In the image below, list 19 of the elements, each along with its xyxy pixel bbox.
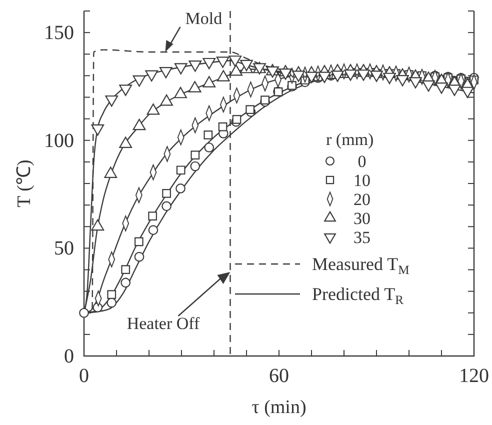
legend-label: 0 <box>358 152 366 171</box>
y-tick-label: 50 <box>54 238 74 260</box>
y-tick-label: 0 <box>64 345 74 368</box>
y-tick-label: 100 <box>44 130 74 152</box>
y-tick-label: 150 <box>44 22 74 44</box>
annotation: Mold <box>185 8 223 28</box>
x-tick-label: 60 <box>269 365 289 388</box>
legend-label: 10 <box>354 171 370 190</box>
x-tick-label: 120 <box>459 365 489 388</box>
annotation: Heater Off <box>126 314 200 333</box>
legend-title: r (mm) <box>326 130 374 149</box>
x-tick-label: 0 <box>79 365 89 388</box>
legend-label: Predicted T$_{R}$ <box>312 284 404 307</box>
legend-label: 35 <box>354 228 370 247</box>
x-axis-title: τ (min) <box>252 397 306 418</box>
legend-label: Measured T$_{M}$ <box>312 254 410 277</box>
legend-label: 20 <box>354 190 370 209</box>
y-axis-title: T (℃) <box>14 160 35 208</box>
legend-label: 30 <box>354 209 370 228</box>
